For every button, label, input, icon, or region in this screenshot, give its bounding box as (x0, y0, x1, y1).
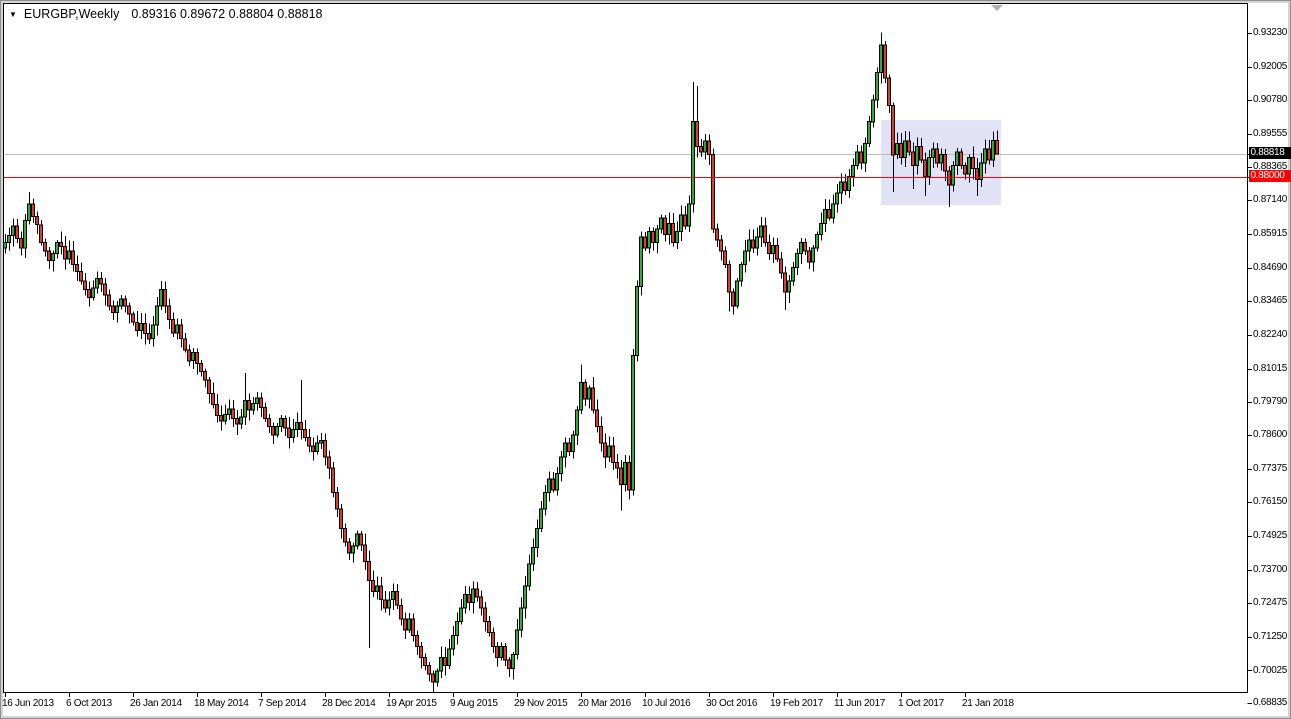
price-label: 0.77375 (1253, 462, 1288, 474)
date-label: 19 Apr 2015 (386, 698, 437, 709)
price-label: 0.78600 (1253, 428, 1288, 440)
price-label: 0.87140 (1253, 194, 1288, 206)
date-label: 26 Jan 2014 (130, 698, 182, 709)
date-label: 9 Aug 2015 (450, 698, 498, 709)
date-label: 6 Oct 2013 (66, 698, 112, 709)
plot-area (3, 3, 1248, 693)
chart-symbol-timeframe: EURGBP,Weekly (23, 7, 120, 21)
price-label: 0.83465 (1253, 295, 1288, 307)
date-label: 1 Oct 2017 (898, 698, 944, 709)
price-label: 0.68835 (1253, 697, 1288, 709)
price-label: 0.79790 (1253, 396, 1288, 408)
level-price-label: 0.88000 (1248, 169, 1291, 182)
date-label: 11 Jun 2017 (834, 698, 886, 709)
date-label: 10 Jul 2016 (642, 698, 691, 709)
price-label: 0.74925 (1253, 529, 1288, 541)
price-label: 0.73700 (1253, 563, 1288, 575)
price-label: 0.76150 (1253, 496, 1288, 508)
date-label: 29 Nov 2015 (514, 698, 568, 709)
axis-ticks (5, 33, 1252, 704)
date-label: 19 Feb 2017 (770, 698, 823, 709)
date-label: 20 Mar 2016 (578, 698, 631, 709)
chart-shift-marker-icon (991, 5, 1003, 11)
price-label: 0.70025 (1253, 664, 1288, 676)
date-label: 18 May 2014 (194, 698, 249, 709)
price-label: 0.90780 (1253, 94, 1288, 106)
chart-ohlc-values: 0.89316 0.89672 0.88804 0.88818 (131, 7, 323, 21)
price-label: 0.81015 (1253, 362, 1288, 374)
price-label: 0.84690 (1253, 261, 1288, 273)
price-label: 0.88365 (1253, 160, 1288, 172)
price-label: 0.82240 (1253, 328, 1288, 340)
date-label: 28 Dec 2014 (322, 698, 376, 709)
price-label: 0.85915 (1253, 227, 1288, 239)
price-label: 0.72475 (1253, 597, 1288, 609)
price-label: 0.71250 (1253, 630, 1288, 642)
candles (3, 32, 999, 693)
chart-title: ▼ EURGBP,Weekly 0.89316 0.89672 0.88804 … (9, 7, 322, 21)
date-label: 16 Jun 2013 (2, 698, 54, 709)
date-label: 7 Sep 2014 (258, 698, 307, 709)
current-price-label: 0.88818 (1248, 147, 1291, 160)
symbol-dropdown-icon[interactable]: ▼ (9, 10, 17, 19)
price-label: 0.89555 (1253, 127, 1288, 139)
date-label: 30 Oct 2016 (706, 698, 758, 709)
price-label: 0.92005 (1253, 60, 1288, 72)
price-label: 0.93230 (1253, 27, 1288, 38)
date-label: 21 Jan 2018 (962, 698, 1014, 709)
